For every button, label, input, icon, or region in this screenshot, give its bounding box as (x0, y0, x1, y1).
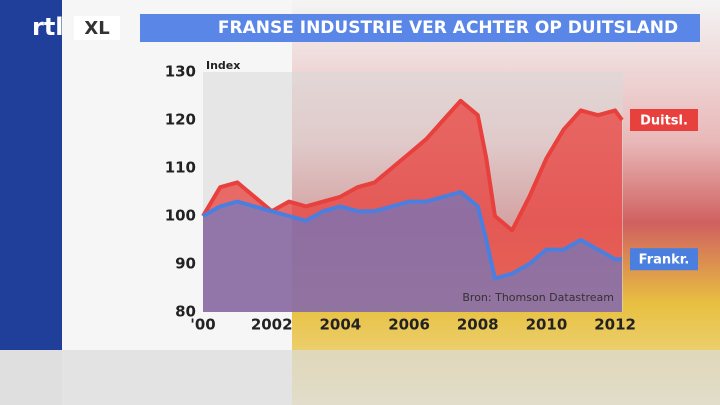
series-label-box (630, 248, 698, 271)
series-line (202, 190, 622, 281)
series-label: Duitsl. (640, 114, 688, 129)
x-tick-label: 2006 (388, 316, 430, 334)
logo-box (74, 16, 120, 40)
source: Bron: Thomson Datastream (462, 291, 614, 304)
y-tick-label: 90 (175, 255, 196, 273)
x-tick-label: 2004 (320, 316, 362, 334)
title-bar (140, 14, 700, 42)
y-tick-label: 120 (165, 111, 196, 129)
x-tick-label: 2002 (251, 316, 293, 334)
x-tick-label: 2010 (526, 316, 568, 334)
y-tick-label: 100 (165, 207, 196, 225)
x-tick-label: '00 (190, 316, 215, 334)
chart-title: FRANSE INDUSTRIE VER ACHTER OP DUITSLAND (218, 18, 678, 38)
series-line (201, 98, 624, 233)
y-tick-label: 110 (165, 159, 196, 177)
y-axis-label: Index (206, 59, 240, 72)
y-tick-label: 130 (165, 63, 196, 81)
logo-rtl: rtl (32, 13, 64, 41)
x-tick-label: 2012 (594, 316, 636, 334)
flag-blue (0, 0, 62, 350)
bottom-band (0, 350, 720, 405)
logo-xl: XL (84, 18, 109, 39)
series-label: Frankr. (639, 253, 690, 268)
series-label-box (630, 109, 698, 131)
y-tick-label: 80 (175, 303, 196, 321)
x-tick-label: 2008 (457, 316, 499, 334)
